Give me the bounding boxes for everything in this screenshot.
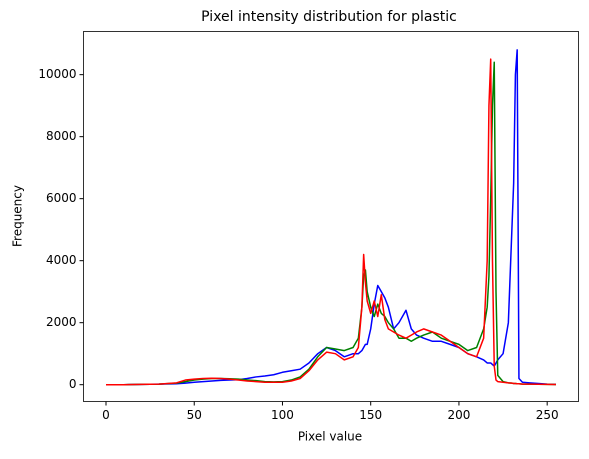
y-tick-label: 8000 bbox=[46, 129, 77, 143]
chart-title: Pixel intensity distribution for plastic bbox=[201, 9, 457, 25]
x-tick-label: 250 bbox=[536, 408, 559, 422]
x-tick-label: 150 bbox=[359, 408, 382, 422]
x-tick-label: 0 bbox=[102, 408, 110, 422]
y-tick-label: 0 bbox=[69, 377, 77, 391]
data-line bbox=[106, 58, 557, 386]
y-tick-label: 4000 bbox=[46, 253, 77, 267]
data-line bbox=[106, 61, 557, 386]
x-tick-label: 200 bbox=[447, 408, 470, 422]
plot-frame bbox=[83, 31, 579, 402]
x-tick-label: 100 bbox=[271, 408, 294, 422]
x-tick-label: 50 bbox=[187, 408, 202, 422]
y-tick-label: 6000 bbox=[46, 191, 77, 205]
y-tick-label: 2000 bbox=[46, 315, 77, 329]
y-axis-label: Frequency bbox=[11, 185, 25, 247]
x-axis-label: Pixel value bbox=[298, 430, 362, 444]
y-tick-label: 10000 bbox=[38, 67, 76, 81]
